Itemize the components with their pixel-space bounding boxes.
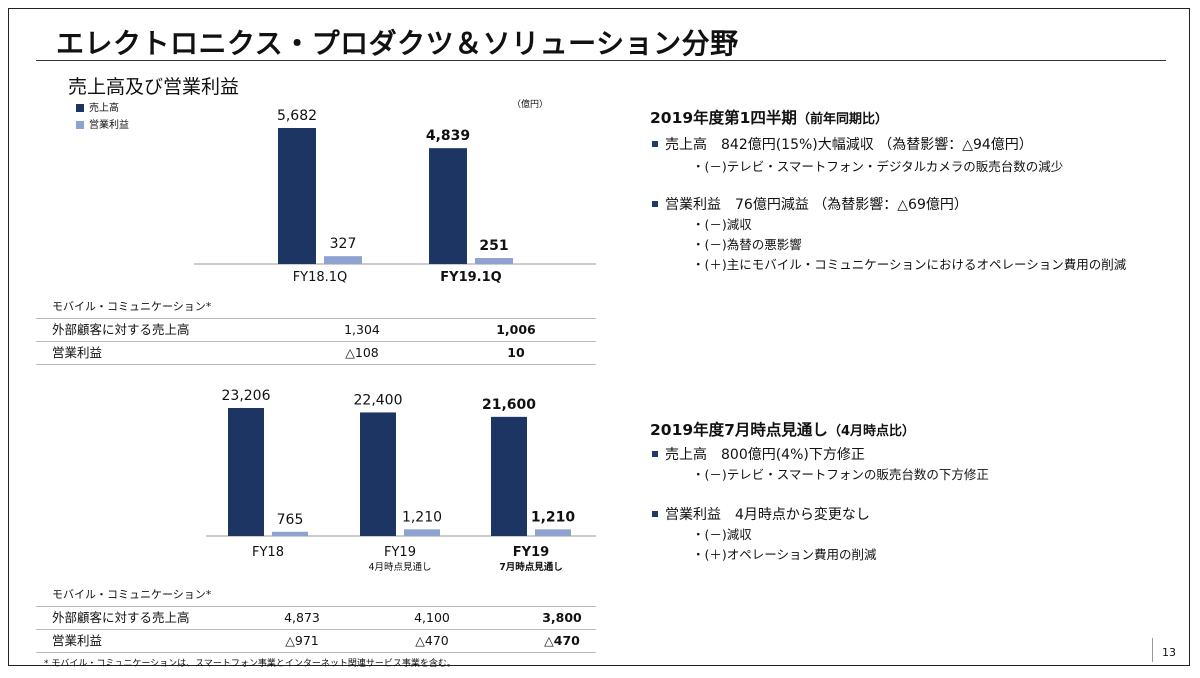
category-label: FY19.1Q (440, 270, 501, 285)
category-label: FY18 (252, 545, 284, 560)
bullet-square-icon (652, 511, 658, 517)
bar-profit (475, 257, 513, 264)
data-label-sales: 23,206 (222, 388, 271, 404)
data-label-profit: 1,210 (402, 509, 442, 525)
segment-label: モバイル・コミュニケーション* (52, 588, 212, 601)
category-sublabel: 7月時点見通し (499, 561, 563, 573)
row-label: 営業利益 (52, 633, 103, 648)
cell-value: 1,304 (344, 322, 380, 337)
fy-op-detail-2: ・(＋)オペレーション費用の削減 (692, 547, 877, 562)
footnote: * モバイル・コミュニケーションは、スマートフォン事業とインターネット関連サービ… (44, 659, 456, 669)
cell-value: 3,800 (542, 610, 582, 625)
fy-op-detail-1: ・(－)減収 (692, 527, 752, 542)
fy-heading: 2019年度7月時点見通し（4月時点比） (650, 418, 915, 440)
bar-profit (324, 256, 362, 264)
table-row: 外部顧客に対する売上高 4,873 4,100 3,800 (36, 607, 596, 630)
slide-frame (8, 8, 1190, 666)
q1-op-detail-2: ・(－)為替の悪影響 (692, 237, 802, 252)
q1-op-detail-3: ・(＋)主にモバイル・コミュニケーションにおけるオペレーション費用の削減 (692, 257, 1127, 272)
data-label-sales: 5,682 (277, 108, 317, 124)
bullet-square-icon (652, 451, 658, 457)
segment-label: モバイル・コミュニケーション* (52, 300, 212, 313)
fy-op-bullet: 営業利益 4月時点から変更なし (652, 504, 870, 524)
row-label: 営業利益 (52, 345, 103, 360)
data-label-profit: 251 (479, 238, 508, 254)
table-row: モバイル・コミュニケーション* (36, 584, 596, 607)
legend-item-profit: 営業利益 (76, 117, 129, 134)
page-divider (1152, 638, 1153, 662)
slide-title: エレクトロニクス・プロダクツ＆ソリューション分野 (56, 27, 739, 60)
data-label-sales: 21,600 (482, 397, 536, 413)
section-title: 売上高及び営業利益 (68, 76, 240, 98)
table-row: 営業利益 △971 △470 △470 (36, 630, 596, 653)
row-label: 外部顧客に対する売上高 (52, 610, 190, 625)
fy-sales-bullet: 売上高 800億円(4%)下方修正 (652, 444, 865, 464)
title-divider (36, 60, 1166, 61)
cell-value: △470 (415, 633, 449, 648)
data-label-profit: 1,210 (531, 509, 576, 525)
table-row: 営業利益 △108 10 (36, 342, 596, 365)
bar-sales (278, 128, 316, 264)
data-label-profit: 765 (277, 512, 304, 528)
legend-swatch-profit (76, 121, 84, 129)
table-quarterly-mobile: モバイル・コミュニケーション* 外部顧客に対する売上高 1,304 1,006 … (36, 296, 596, 365)
data-label-sales: 22,400 (354, 392, 403, 408)
legend-item-sales: 売上高 (76, 100, 129, 117)
category-label: FY19 (384, 545, 416, 560)
category-label: FY19 (513, 545, 549, 560)
category-sublabel: 4月時点見通し (368, 562, 431, 573)
cell-value: △470 (544, 633, 580, 648)
page-number: 13 (1162, 646, 1176, 659)
legend-swatch-sales (76, 104, 84, 112)
row-label: 外部顧客に対する売上高 (52, 322, 190, 337)
fy-heading-text: 2019年度7月時点見通し (650, 421, 828, 439)
bar-sales (491, 416, 527, 536)
chart-legend: 売上高 営業利益 (76, 100, 129, 134)
legend-label-sales: 売上高 (89, 103, 119, 114)
category-label: FY18.1Q (293, 270, 348, 285)
legend-label-profit: 営業利益 (89, 120, 129, 131)
cell-value: 4,873 (284, 610, 320, 625)
table-row: モバイル・コミュニケーション* (36, 296, 596, 319)
q1-op-bullet: 営業利益 76億円減益 （為替影響：△69億円） (652, 194, 968, 214)
table-annual-mobile: モバイル・コミュニケーション* 外部顧客に対する売上高 4,873 4,100 … (36, 584, 596, 653)
data-label-sales: 4,839 (426, 128, 470, 144)
table-row: 外部顧客に対する売上高 1,304 1,006 (36, 319, 596, 342)
bar-profit (404, 529, 440, 536)
bar-profit (272, 531, 308, 536)
q1-sales-detail: ・(－)テレビ・スマートフォン・デジタルカメラの販売台数の減少 (692, 159, 1064, 174)
cell-value: 4,100 (414, 610, 450, 625)
data-label-profit: 327 (330, 236, 357, 252)
q1-heading-suffix: （前年同期比） (796, 112, 888, 127)
unit-label: （億円） (512, 100, 549, 110)
bullet-square-icon (652, 141, 658, 147)
fy-heading-suffix: （4月時点比） (827, 424, 915, 439)
q1-sales-bullet: 売上高 842億円(15%)大幅減収 （為替影響：△94億円） (652, 134, 1033, 154)
bar-sales (228, 408, 264, 536)
fy-sales-detail: ・(－)テレビ・スマートフォンの販売台数の下方修正 (692, 467, 989, 482)
bar-sales (429, 148, 467, 264)
cell-value: △108 (345, 345, 379, 360)
q1-heading: 2019年度第1四半期（前年同期比） (650, 106, 888, 128)
bar-profit (535, 529, 571, 536)
bullet-square-icon (652, 201, 658, 207)
cell-value: 10 (507, 345, 525, 360)
bar-sales (360, 412, 396, 536)
q1-op-detail-1: ・(－)減収 (692, 217, 752, 232)
cell-value: △971 (285, 633, 319, 648)
cell-value: 1,006 (496, 322, 536, 337)
q1-heading-text: 2019年度第1四半期 (650, 109, 797, 127)
